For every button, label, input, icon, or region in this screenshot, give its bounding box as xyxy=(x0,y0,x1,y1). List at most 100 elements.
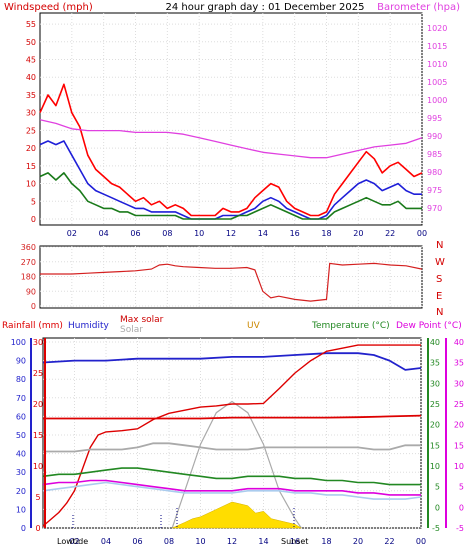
bottom-x-tick-label: 06 xyxy=(132,537,142,546)
rain-tick-label: 10 xyxy=(33,462,43,471)
dewpoint-tick-label: 0 xyxy=(459,503,464,512)
wind-y-tick-label: 20 xyxy=(26,144,36,153)
humidity-tick-label: 70 xyxy=(16,394,26,403)
direction-axes: 0 90 180 270 360 xyxy=(21,243,36,311)
wind-series xyxy=(39,83,423,220)
wind-x-tick-label: 14 xyxy=(258,229,268,238)
dewpoint-tick-label: 30 xyxy=(454,379,464,388)
barometer-tick-label: 975 xyxy=(427,186,442,195)
direction-y-tick-label: 0 xyxy=(31,302,36,311)
temperature-tick-label: -5 xyxy=(432,524,440,533)
wind-y-tick-label: 0 xyxy=(31,215,36,224)
temperature-tick-label: 15 xyxy=(430,441,440,450)
wind-y-tick-label: 50 xyxy=(26,38,36,47)
temperature-tick-label: 25 xyxy=(430,400,440,409)
barometer-tick-label: 1020 xyxy=(427,24,447,33)
sunset-label: Sunset xyxy=(281,537,308,546)
wind-x-tick-label: 22 xyxy=(385,229,395,238)
barometer-tick-label: 985 xyxy=(427,150,442,159)
bottom-series-temperature xyxy=(42,467,421,486)
humidity-tick-label: 50 xyxy=(16,431,26,440)
wind-axes: 02 04 06 08 10 12 14 16 18 20 22 000510152025303540… xyxy=(26,20,448,238)
bottom-x-tick-label: 18 xyxy=(321,537,331,546)
temperature-tick-label: 0 xyxy=(435,503,440,512)
wind-series-avg xyxy=(39,140,422,220)
barometer-tick-label: 970 xyxy=(427,204,442,213)
wind-x-tick-label: 16 xyxy=(290,229,300,238)
dewpoint-tick-label: 15 xyxy=(454,441,464,450)
bottom-panel-frame xyxy=(42,337,422,529)
temperature-tick-label: 20 xyxy=(430,421,440,430)
humidity-tick-label: 10 xyxy=(16,505,26,514)
bottom-series-indoor xyxy=(43,442,421,453)
bottom-x-tick-label: 00 xyxy=(416,537,426,546)
bottom-series-rain_today xyxy=(42,344,421,527)
dewpoint-tick-label: 20 xyxy=(454,421,464,430)
wind-x-tick-label: 06 xyxy=(130,229,140,238)
temperature-tick-label: 40 xyxy=(430,338,440,347)
wind-y-tick-label: 55 xyxy=(26,20,36,29)
humidity-tick-label: 0 xyxy=(21,524,26,533)
direction-y-tick-label: 360 xyxy=(21,243,36,252)
rain-tick-label: 5 xyxy=(35,493,40,502)
bottom-x-tick-label: 20 xyxy=(353,537,363,546)
bottom-series-humidity xyxy=(42,352,422,371)
wind-y-tick-label: 45 xyxy=(26,56,36,65)
rain-tick-label: 20 xyxy=(33,400,43,409)
bottom-x-tick-label: 02 xyxy=(69,537,79,546)
wind-series-gust xyxy=(39,83,423,217)
wind-y-tick-label: 40 xyxy=(26,73,36,82)
bottom-series-apparent xyxy=(42,481,422,500)
humidity-tick-label: 40 xyxy=(16,450,26,459)
bottom-x-tick-label: 14 xyxy=(258,537,268,546)
low-tide-label: Lowtide xyxy=(57,537,88,546)
wind-series-min xyxy=(39,172,422,220)
rainfall-axis-title: Rainfall (mm) xyxy=(2,321,63,331)
dewpoint-tick-label: -5 xyxy=(456,524,464,533)
max-solar-curve xyxy=(171,400,302,529)
humidity-tick-label: 20 xyxy=(16,487,26,496)
humidity-tick-label: 80 xyxy=(16,375,26,384)
max-solar-legend: Max solar xyxy=(120,315,164,325)
barometer-tick-label: 1010 xyxy=(427,60,447,69)
bottom-x-tick-label: 22 xyxy=(384,537,394,546)
wind-x-tick-label: 18 xyxy=(321,229,331,238)
bottom-axes: 02 04 06 08 10 12 14 16 18 20 22 000102030405060708… xyxy=(11,338,464,546)
wind-x-tick-label: 02 xyxy=(67,229,77,238)
barometer-tick-label: 995 xyxy=(427,114,442,123)
dewpoint-tick-label: 35 xyxy=(454,359,464,368)
barometer-axis-title: Barometer (hpa) xyxy=(377,2,460,13)
direction-y-tick-label: 270 xyxy=(21,258,36,267)
direction-series xyxy=(40,262,423,302)
wind-series-barometer xyxy=(39,119,423,159)
temperature-tick-label: 10 xyxy=(430,462,440,471)
rain-tick-label: 25 xyxy=(33,369,43,378)
humidity-tick-label: 60 xyxy=(16,412,26,421)
wind-y-tick-label: 5 xyxy=(31,197,36,206)
temperature-tick-label: 30 xyxy=(430,379,440,388)
solar-area xyxy=(171,400,303,529)
bottom-series-rain_rate xyxy=(43,414,422,420)
compass-label-n-bottom: N xyxy=(436,307,443,318)
compass-label-s: S xyxy=(436,274,442,285)
wind-x-tick-label: 12 xyxy=(226,229,236,238)
bottom-x-tick-label: 12 xyxy=(227,537,237,546)
dewpoint-tick-label: 25 xyxy=(454,400,464,409)
bottom-series xyxy=(42,344,422,527)
wind-y-tick-label: 10 xyxy=(26,180,36,189)
direction-grid xyxy=(40,246,423,308)
wind-y-tick-label: 30 xyxy=(26,109,36,118)
direction-y-tick-label: 90 xyxy=(26,287,36,296)
solar-legend: Solar xyxy=(120,325,143,335)
barometer-tick-label: 980 xyxy=(427,168,442,177)
wind-y-tick-label: 35 xyxy=(26,91,36,100)
direction-y-tick-label: 180 xyxy=(21,273,36,282)
bottom-x-tick-label: 08 xyxy=(164,537,174,546)
temperature-axis-title: Temperature (°C) xyxy=(311,321,390,331)
rain-tick-label: 15 xyxy=(33,431,43,440)
compass-label-e: E xyxy=(436,291,442,302)
dewpoint-tick-label: 40 xyxy=(454,338,464,347)
bottom-x-tick-label: 10 xyxy=(195,537,205,546)
compass-label-w: W xyxy=(435,257,445,268)
bottom-x-tick-label: 16 xyxy=(290,537,300,546)
